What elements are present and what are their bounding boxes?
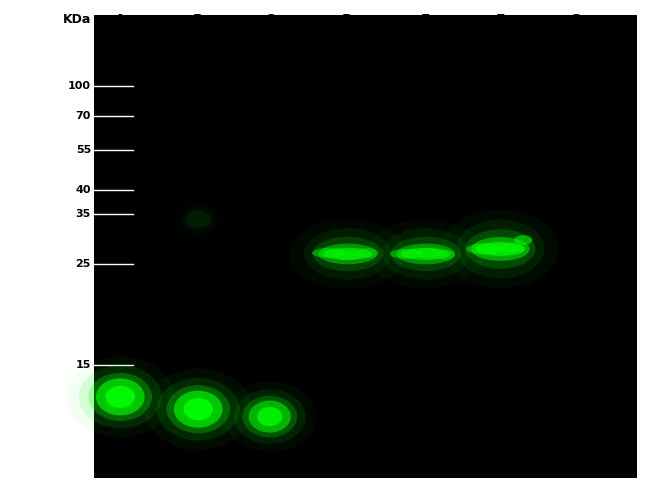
Text: G: G: [569, 13, 581, 27]
Text: 15: 15: [75, 360, 91, 370]
Ellipse shape: [456, 219, 545, 279]
Ellipse shape: [105, 386, 135, 408]
Text: F: F: [496, 13, 505, 27]
Ellipse shape: [174, 390, 222, 427]
Text: A: A: [115, 13, 125, 27]
Ellipse shape: [157, 378, 240, 441]
Bar: [94, 15, 637, 478]
Ellipse shape: [313, 237, 383, 271]
Ellipse shape: [185, 211, 211, 228]
Ellipse shape: [396, 244, 455, 264]
Ellipse shape: [514, 235, 532, 245]
Ellipse shape: [497, 244, 523, 252]
Text: B: B: [193, 13, 203, 27]
Text: KDa: KDa: [62, 13, 91, 26]
Ellipse shape: [382, 228, 469, 280]
Ellipse shape: [390, 249, 422, 259]
Text: D: D: [342, 13, 354, 27]
Ellipse shape: [79, 365, 162, 428]
Ellipse shape: [416, 248, 442, 258]
Ellipse shape: [304, 228, 391, 280]
Ellipse shape: [356, 248, 379, 258]
Ellipse shape: [66, 356, 174, 438]
Text: 100: 100: [68, 81, 91, 91]
Ellipse shape: [323, 248, 372, 260]
Ellipse shape: [476, 242, 525, 256]
Ellipse shape: [391, 237, 461, 271]
Text: C: C: [265, 13, 275, 27]
Ellipse shape: [183, 398, 213, 420]
Text: 70: 70: [75, 111, 91, 121]
Ellipse shape: [144, 369, 252, 450]
Ellipse shape: [318, 244, 377, 264]
Ellipse shape: [96, 379, 144, 415]
Ellipse shape: [471, 237, 530, 261]
Text: 25: 25: [75, 259, 91, 269]
Ellipse shape: [248, 400, 291, 433]
Text: E: E: [421, 13, 430, 27]
Text: 35: 35: [76, 210, 91, 219]
Ellipse shape: [88, 373, 152, 421]
Ellipse shape: [166, 385, 230, 433]
Ellipse shape: [257, 407, 282, 426]
Ellipse shape: [436, 250, 455, 260]
Ellipse shape: [467, 244, 502, 254]
Ellipse shape: [312, 248, 344, 258]
Text: 40: 40: [75, 185, 91, 195]
Ellipse shape: [242, 396, 297, 437]
Text: 55: 55: [76, 145, 91, 155]
Ellipse shape: [234, 389, 306, 444]
Ellipse shape: [465, 229, 536, 269]
Ellipse shape: [335, 250, 361, 260]
Ellipse shape: [401, 248, 450, 260]
